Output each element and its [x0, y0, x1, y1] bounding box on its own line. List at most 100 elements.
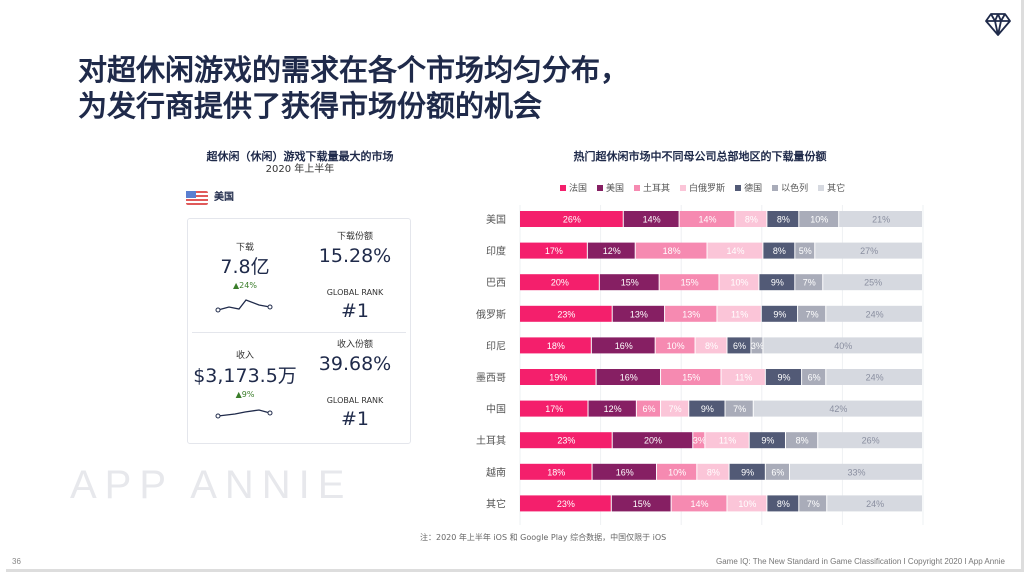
- data-label: 40%: [834, 341, 852, 351]
- category-label: 巴西: [486, 277, 506, 289]
- bar-segment: [826, 305, 922, 322]
- revenue-share-label: 收入份额: [336, 340, 373, 350]
- watermark: APP ANNIE: [70, 463, 353, 507]
- data-label: 15%: [681, 278, 699, 288]
- category-label: 美国: [486, 213, 506, 226]
- legend-label: 白俄罗斯: [689, 184, 726, 194]
- bar-segment: [655, 337, 695, 354]
- bar-segment: [661, 369, 721, 385]
- bar-segment: [588, 400, 636, 417]
- download-rank-label: GLOBAL RANK: [326, 288, 384, 297]
- bar-segment: [798, 305, 826, 322]
- data-label: 9%: [761, 436, 774, 446]
- legend-label: 其它: [827, 184, 846, 194]
- data-label: 26%: [862, 436, 880, 446]
- bar-segment: [753, 400, 922, 417]
- bar-segment: [612, 305, 665, 322]
- bar-segment: [693, 432, 705, 449]
- bar-segment: [763, 337, 922, 354]
- download-share-value: 15.28%: [318, 245, 392, 267]
- bar-segment: [802, 369, 826, 385]
- bar-segment: [591, 337, 655, 354]
- bar-segment: [661, 400, 689, 417]
- data-label: 8%: [777, 499, 790, 509]
- data-label: 8%: [707, 467, 720, 477]
- bar-segment: [823, 274, 922, 291]
- data-label: 24%: [866, 373, 884, 383]
- footnote: 注：2020 年上半年 iOS 和 Google Play 综合数据，中国仅限于…: [420, 533, 667, 542]
- revenue-rank-label: GLOBAL RANK: [326, 396, 384, 405]
- data-label: 9%: [741, 467, 754, 477]
- category-label: 俄罗斯: [476, 308, 506, 321]
- data-label: 14%: [643, 215, 661, 225]
- bar-segment: [799, 495, 827, 512]
- data-label: 18%: [663, 246, 681, 256]
- data-label: 16%: [615, 341, 633, 351]
- data-label: 24%: [866, 309, 884, 319]
- data-label: 20%: [551, 278, 569, 288]
- category-label: 越南: [486, 466, 506, 479]
- bar-segment: [839, 211, 922, 227]
- bar-segment: [815, 242, 922, 259]
- data-label: 8%: [745, 215, 758, 225]
- data-label: 25%: [864, 278, 882, 288]
- slide-frame: [6, 0, 1024, 572]
- legend-swatch: [560, 185, 566, 191]
- title-line-1: 对超休闲游戏的需求在各个市场均匀分布，: [78, 53, 630, 87]
- legend-label: 美国: [606, 184, 625, 194]
- legend-item: 美国: [597, 184, 624, 195]
- bar-segment: [767, 211, 799, 227]
- bar-segment: [520, 495, 611, 512]
- bar-segment: [520, 432, 612, 449]
- bar-segment: [721, 369, 765, 385]
- data-label: 7%: [807, 499, 820, 509]
- legend-item: 土耳其: [634, 184, 670, 195]
- bar-segment: [705, 432, 749, 449]
- bar-segment: [765, 369, 802, 385]
- revenue-change: ▲9%: [235, 390, 255, 399]
- bar-segment: [520, 242, 587, 259]
- data-label: 6%: [642, 404, 655, 414]
- legend-item: 德国: [735, 184, 762, 195]
- category-label: 土耳其: [476, 434, 506, 447]
- data-label: 19%: [549, 373, 567, 383]
- legend-item: 其它: [818, 184, 845, 195]
- data-label: 18%: [547, 341, 565, 351]
- bar-segment: [719, 274, 759, 291]
- data-label: 15%: [682, 373, 700, 383]
- bar-segment: [785, 432, 818, 449]
- data-label: 9%: [773, 309, 786, 319]
- data-label: 23%: [557, 499, 575, 509]
- panel-title: 超休闲（休闲）游戏下载量最大的市场: [206, 150, 394, 163]
- data-label: 10%: [810, 215, 828, 225]
- data-label: 20%: [644, 436, 662, 446]
- bar-segment: [717, 305, 761, 322]
- legend-swatch: [634, 185, 641, 191]
- legend-item: 白俄罗斯: [680, 184, 725, 195]
- us-flag-icon: [186, 191, 208, 205]
- bar-segment: [592, 463, 657, 480]
- bar-segment: [749, 432, 785, 449]
- bar-segment: [818, 432, 922, 449]
- bar-segment: [657, 463, 697, 480]
- data-label: 17%: [545, 404, 563, 414]
- data-label: 10%: [668, 467, 686, 477]
- bar-segment: [765, 463, 790, 480]
- bar-segment: [587, 242, 635, 259]
- chart-title: 热门超休闲市场中不同母公司总部地区的下载量份额: [573, 150, 827, 163]
- data-label: 6%: [733, 341, 746, 351]
- data-label: 11%: [735, 373, 752, 383]
- country-label: 美国: [214, 192, 234, 203]
- stats-card: [187, 218, 411, 444]
- data-label: 11%: [731, 309, 748, 319]
- data-label: 11%: [719, 436, 736, 446]
- data-label: 9%: [701, 404, 714, 414]
- bar-segment: [520, 463, 592, 480]
- legend-item: 法国: [560, 184, 587, 195]
- bar-segment: [520, 369, 596, 385]
- bar-segment: [767, 495, 799, 512]
- data-label: 26%: [563, 215, 581, 225]
- data-label: 6%: [771, 467, 784, 477]
- data-label: 10%: [730, 278, 748, 288]
- legend-label: 以色列: [781, 184, 809, 194]
